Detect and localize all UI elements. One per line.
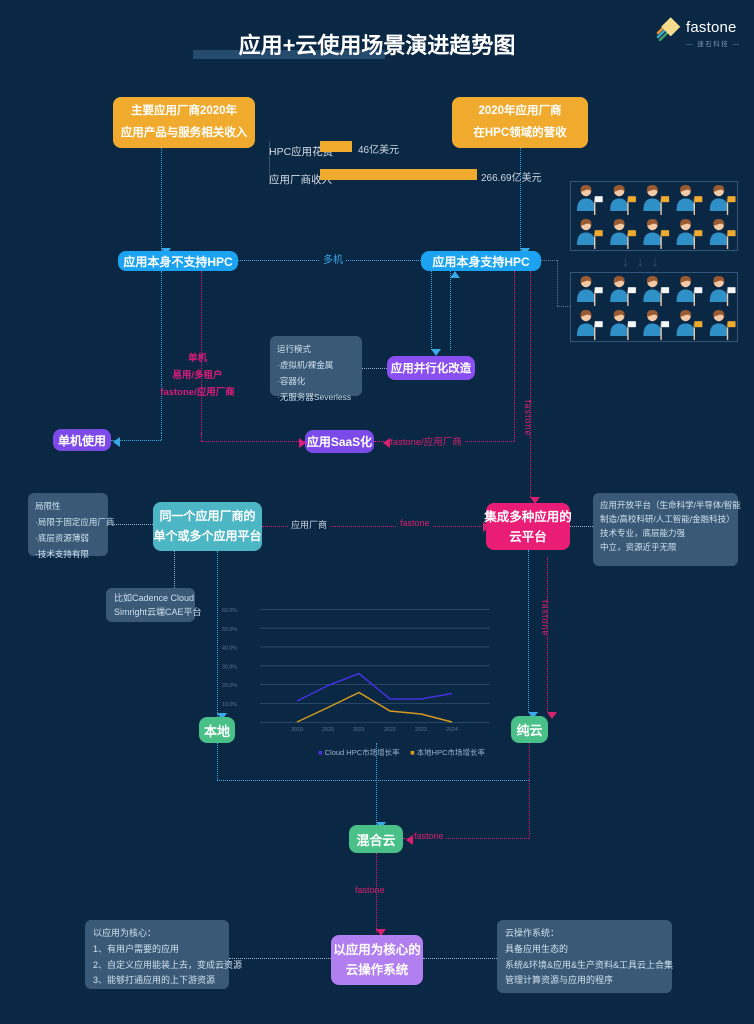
svg-text:40.0%: 40.0% bbox=[222, 646, 237, 652]
svg-text:30.0%: 30.0% bbox=[222, 664, 237, 670]
svg-text:2021: 2021 bbox=[353, 727, 365, 733]
svg-text:2024: 2024 bbox=[446, 727, 458, 733]
svg-text:2020: 2020 bbox=[322, 727, 334, 733]
svg-text:2023: 2023 bbox=[415, 727, 427, 733]
svg-text:50.0%: 50.0% bbox=[222, 627, 237, 633]
svg-text:20.0%: 20.0% bbox=[222, 683, 237, 689]
svg-text:10.0%: 10.0% bbox=[222, 702, 237, 708]
svg-text:2019: 2019 bbox=[291, 727, 303, 733]
svg-text:60.0%: 60.0% bbox=[222, 608, 237, 614]
svg-text:2022: 2022 bbox=[384, 727, 396, 733]
